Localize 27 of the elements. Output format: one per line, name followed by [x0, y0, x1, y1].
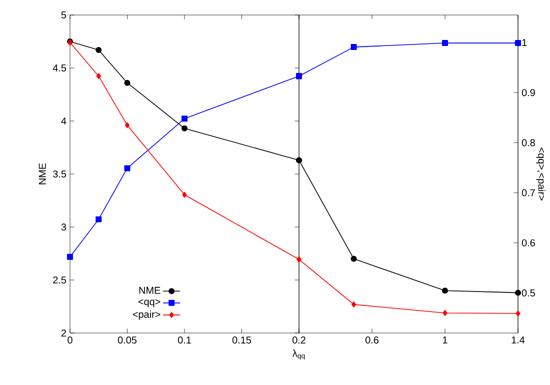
x-tick-label: 0.15 [232, 336, 252, 344]
y-tick-label: 4.5 [52, 64, 66, 72]
y-axis-title: NME [38, 163, 46, 184]
legend-label: NME [139, 286, 160, 294]
y2-axis-title: <qq>,<pair> [536, 148, 546, 200]
y-tick-label: 4 [61, 118, 66, 124]
y-tick-label: 2.5 [53, 276, 66, 284]
y-tick-label: 3.5 [53, 170, 66, 178]
y2-tick-label: 0.6 [522, 239, 535, 246]
y2-tick-label: 1 [522, 39, 527, 46]
y2-tick-label: 0.9 [522, 89, 535, 96]
y-tick-label: 3 [61, 223, 66, 231]
y-tick-label: 2 [61, 330, 66, 336]
y2-tick-label: 0.5 [522, 289, 535, 296]
legend-label: <pair> [132, 310, 160, 320]
x-tick-label: 0 [68, 336, 72, 344]
y2-tick-label: 0.8 [522, 139, 535, 146]
x-tick-label: 0.1 [178, 336, 191, 344]
x-axis-title: λ$_{qq}$ [292, 350, 305, 360]
legend-label: <qq> [138, 299, 160, 308]
x-tick-label: 0.05 [118, 336, 137, 344]
x-tick-label: 0.6 [365, 336, 378, 344]
y-tick-label: 5 [61, 12, 66, 18]
x-tick-label: 1 [443, 336, 448, 344]
y2-tick-label: 0.7 [522, 189, 535, 196]
x-tick-label: 1.4 [512, 336, 525, 344]
x-tick-label: 0.2 [292, 336, 306, 344]
